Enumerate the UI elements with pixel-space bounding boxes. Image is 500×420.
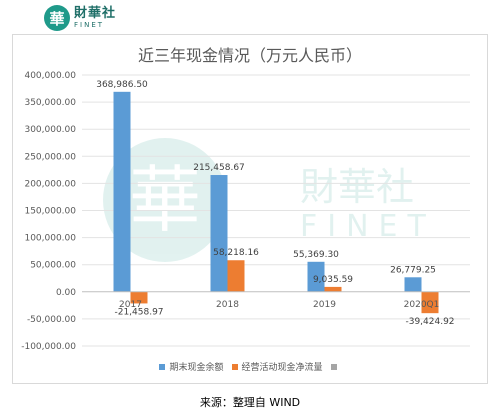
y-tick-label: 50,000.00: [30, 261, 76, 271]
svg-text:華: 華: [129, 158, 201, 242]
y-tick-label: -50,000.00: [27, 315, 76, 325]
x-tick-label: 2017: [119, 300, 142, 310]
y-tick-label: 200,000.00: [24, 179, 76, 189]
logo-badge-icon: 華: [44, 5, 70, 31]
y-axis: -100,000.00 -50,000.00 0.00 50,000.00 100,00…: [21, 71, 76, 352]
legend-swatch: [330, 363, 337, 370]
bars: [113, 91, 439, 314]
data-label: 368,986.50: [96, 80, 148, 90]
finet-logo: 華 財華社 FINET: [44, 2, 116, 34]
y-tick-label: 100,000.00: [24, 234, 76, 244]
logo-glyph: 華: [49, 9, 65, 28]
source-note: 来源：整理自 WIND: [199, 396, 301, 409]
svg-text:財華社: 財華社: [300, 165, 414, 209]
x-axis: 2017 2018 2019 2020Q1: [82, 291, 470, 310]
bar-2017-series-2: [130, 291, 148, 304]
bar-2018-series-2: [227, 260, 245, 292]
data-label: 58,218.16: [213, 248, 259, 258]
legend-label: 期末现金余额: [169, 363, 224, 373]
chart-frame: [12, 34, 488, 384]
chart-title: 近三年现金情况（万元人民币）: [137, 46, 362, 65]
y-tick-label: 300,000.00: [24, 125, 76, 135]
x-tick-label: 2019: [313, 300, 336, 310]
legend-swatch: [231, 363, 238, 370]
logo-chinese-name: 財華社: [74, 6, 117, 21]
legend-swatch: [159, 363, 166, 370]
grid-lines: [82, 74, 470, 347]
data-label: 9,035.59: [313, 275, 353, 285]
y-tick-label: 0.00: [56, 288, 76, 298]
bar-2018-series-1: [210, 175, 228, 292]
data-label: -21,458.97: [114, 307, 163, 317]
legend-item-operating-cash-flow: 经营活动现金净流量: [231, 360, 323, 373]
svg-text:FINET: FINET: [300, 209, 436, 244]
y-tick-label: 250,000.00: [24, 152, 76, 162]
watermark: 華 財華社 FINET: [103, 138, 436, 262]
logo-text: 財華社 FINET: [74, 7, 116, 29]
x-tick-label: 2018: [216, 300, 239, 310]
bar-2019-series-2: [324, 286, 342, 292]
bar-2020Q1-series-2: [421, 291, 439, 314]
logo-english-name: FINET: [74, 21, 105, 29]
data-label: 215,458.67: [193, 163, 245, 173]
legend: 期末现金余额 经营活动现金净流量: [0, 360, 500, 373]
data-labels: 368,986.50 -21,458.97 215,458.67 58,218.16 5…: [96, 80, 454, 327]
bar-2020Q1-series-1: [404, 277, 422, 292]
bar-2019-series-1: [307, 261, 325, 292]
legend-item-cash-balance: 期末现金余额: [159, 360, 224, 373]
x-tick-label: 2020Q1: [404, 300, 440, 310]
data-label: 26,779.25: [390, 265, 436, 275]
y-tick-label: 400,000.00: [24, 71, 76, 81]
data-label: 55,369.30: [293, 250, 339, 260]
bar-2017-series-1: [113, 91, 131, 292]
y-tick-label: -100,000.00: [21, 342, 76, 352]
y-tick-label: 350,000.00: [24, 98, 76, 108]
y-tick-label: 150,000.00: [24, 207, 76, 217]
data-label: -39,424.92: [405, 317, 454, 327]
legend-label: 经营活动现金净流量: [241, 363, 323, 373]
legend-item-unnamed: [330, 363, 341, 370]
